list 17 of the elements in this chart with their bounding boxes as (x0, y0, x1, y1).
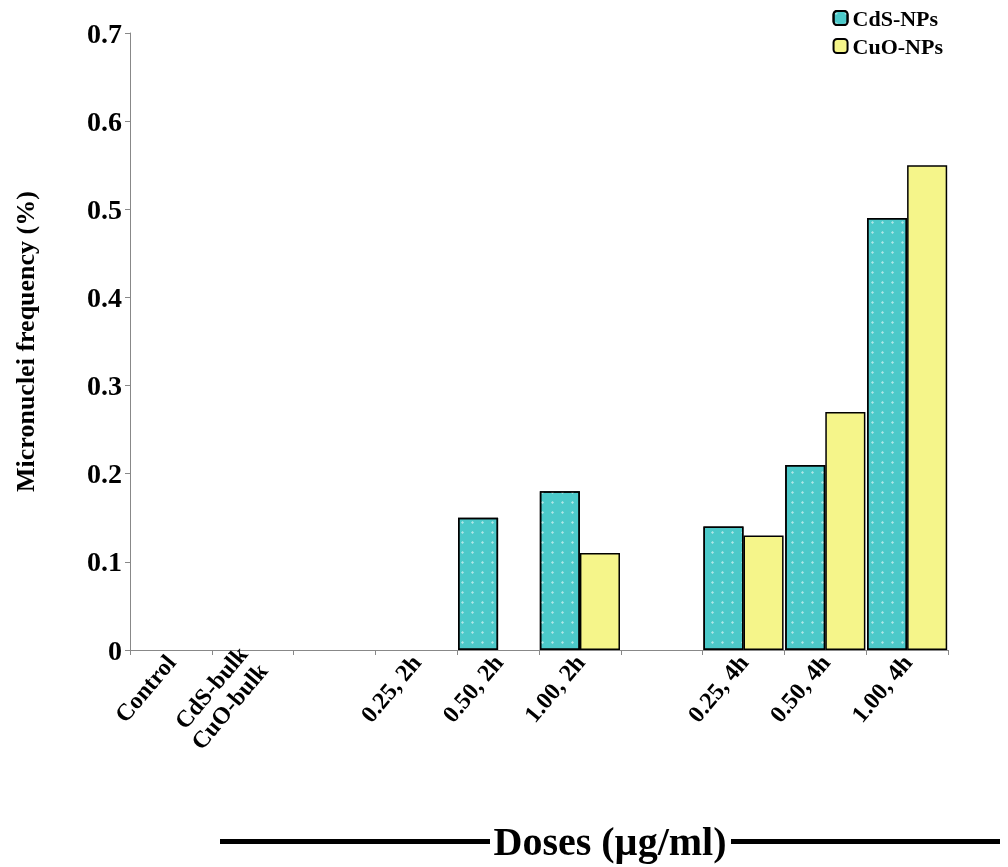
x-tick-label: 0.25, 2h (355, 649, 427, 728)
y-tick-label: 0.1 (87, 546, 122, 578)
x-axis-title: Doses (µg/ml) (492, 818, 728, 865)
legend-label: CdS-NPs (852, 5, 939, 31)
y-axis-title: Micronuclei frequency (%) (10, 191, 40, 492)
x-tick-label: 0.25, 4h (682, 649, 754, 728)
x-tick-label: 1.00, 4h (846, 649, 918, 728)
x-tick-label: 1.00, 2h (518, 649, 590, 728)
y-tick-label: 0.4 (87, 281, 122, 313)
x-tick-label: 0.50, 4h (764, 649, 836, 728)
legend-label: CuO-NPs (852, 33, 944, 59)
x-tick-label: 0.50, 2h (437, 649, 509, 728)
y-tick-label: 0.6 (87, 105, 122, 137)
y-tick-label: 0.2 (87, 458, 122, 490)
y-tick-label: 0.5 (87, 193, 122, 225)
y-tick-label: 0.7 (87, 17, 122, 49)
y-tick-label: 0.3 (87, 370, 122, 402)
